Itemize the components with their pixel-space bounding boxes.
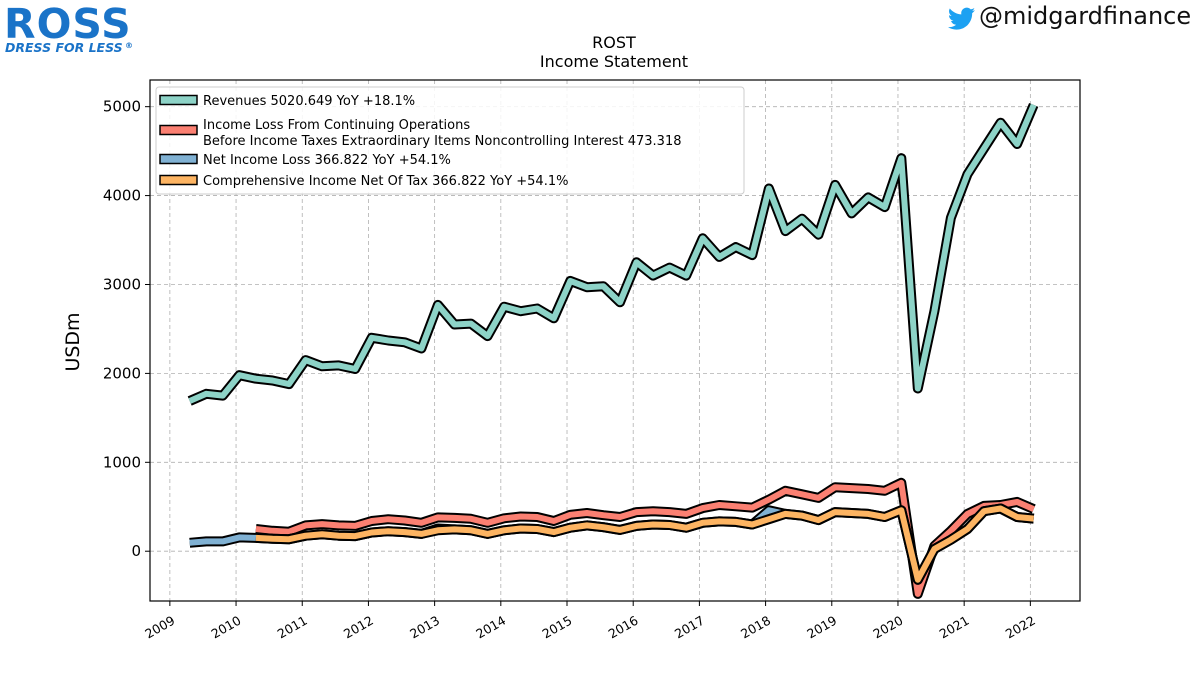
x-tick-label: 2012 <box>341 613 376 642</box>
x-tick-label: 2011 <box>275 613 310 642</box>
y-tick-label: 3000 <box>103 275 141 293</box>
series-3 <box>255 503 1035 585</box>
ross-logo: ROSS DRESS FOR LESS ® <box>4 0 133 55</box>
series-line <box>255 505 1034 583</box>
chart-title: ROST <box>592 33 636 52</box>
x-tick-label: 2014 <box>473 613 508 642</box>
legend-entry-label: Before Income Taxes Extraordinary Items … <box>203 134 682 149</box>
x-tick-label: 2013 <box>407 613 442 642</box>
chart-subtitle: Income Statement <box>540 52 688 71</box>
y-tick-label: 4000 <box>103 187 141 205</box>
series-line <box>188 103 1037 404</box>
x-tick-label: 2018 <box>738 613 773 642</box>
logo-text: ROSS <box>4 0 132 48</box>
y-tick-label: 2000 <box>103 364 141 382</box>
y-axis-ticks: 0 1000 2000 3000 4000 5000 <box>103 98 150 560</box>
legend-swatch <box>159 94 198 106</box>
x-axis-ticks: 2009 2010 2011 2012 2013 2014 2015 2016 2017 2018… <box>142 601 1038 642</box>
y-tick-label: 1000 <box>103 453 141 471</box>
series-0 <box>187 102 1039 406</box>
legend-entry-label: Revenues 5020.649 YoY +18.1% <box>203 94 415 109</box>
legend-entry-label: Comprehensive Income Net Of Tax 366.822 … <box>203 174 568 189</box>
x-tick-label: 2009 <box>142 613 177 642</box>
logo-tagline: DRESS FOR LESS <box>5 40 123 55</box>
legend-swatch <box>159 124 198 136</box>
logo-registered-mark: ® <box>125 41 133 50</box>
x-tick-label: 2017 <box>672 613 707 642</box>
legend-swatch <box>159 174 198 186</box>
y-tick-label: 5000 <box>103 98 141 116</box>
x-tick-label: 2019 <box>804 613 839 642</box>
x-tick-label: 2010 <box>208 613 243 642</box>
plot-frame <box>149 79 1081 602</box>
legend-entry-label: Income Loss From Continuing Operations <box>203 118 470 133</box>
y-tick-label: 0 <box>131 542 141 560</box>
legend-entry-label: Net Income Loss 366.822 YoY +54.1% <box>203 153 451 168</box>
twitter-bird-icon <box>947 7 976 30</box>
x-tick-label: 2022 <box>1003 613 1038 642</box>
social-handle: @midgardfinance <box>947 2 1191 30</box>
legend-box <box>155 86 745 195</box>
x-tick-label: 2020 <box>870 613 905 642</box>
series-layer <box>187 102 1039 599</box>
y-axis-label: USDm <box>62 312 84 371</box>
x-tick-label: 2016 <box>606 613 641 642</box>
x-tick-label: 2015 <box>539 613 574 642</box>
social-handle-text: @midgardfinance <box>979 2 1191 30</box>
legend: Revenues 5020.649 YoY +18.1% Income Loss … <box>155 86 745 195</box>
series-line <box>255 479 1035 597</box>
x-tick-label: 2021 <box>937 613 972 642</box>
series-1 <box>255 477 1036 599</box>
legend-swatch <box>159 153 198 165</box>
